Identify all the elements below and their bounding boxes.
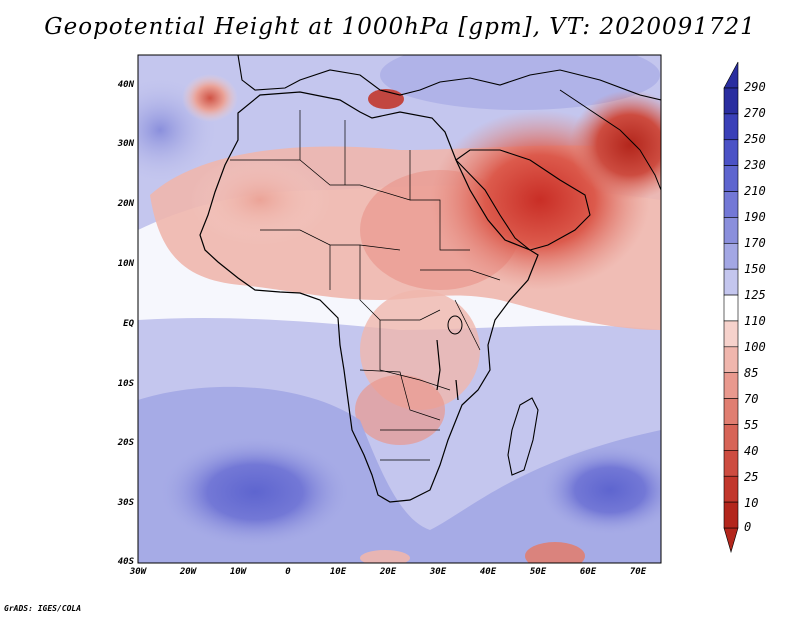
colorbar-label: 0 [744, 520, 752, 534]
y-tick-label: 40N [117, 80, 134, 90]
colorbar-label: 210 [744, 184, 766, 198]
y-tick-label: 20N [117, 199, 134, 209]
sahara-warm-core [190, 155, 330, 245]
southern-low-bottom-left [360, 550, 410, 563]
y-tick-label: 30N [117, 139, 134, 149]
colorbar-label: 270 [744, 106, 766, 120]
y-tick-label: 10S [117, 379, 134, 389]
x-tick-label: 70E [629, 567, 647, 577]
south-atlantic-high [160, 437, 350, 547]
colorbar-label: 25 [744, 470, 759, 484]
atlantic-low [182, 74, 238, 122]
colorbar-label: 170 [744, 236, 766, 250]
lake-victoria [447, 315, 463, 335]
colorbar-label: 110 [744, 314, 766, 328]
colorbar-label: 40 [744, 444, 759, 458]
country-borders [230, 110, 501, 461]
colorbar-swatch [723, 268, 739, 296]
north-blue-band [380, 55, 660, 110]
colorbar-label: 230 [744, 158, 766, 172]
y-tick-label: EQ [123, 319, 134, 329]
colorbar-swatch [723, 475, 739, 503]
colorbar-label: 85 [744, 366, 759, 380]
y-tick-label: 30S [117, 498, 134, 508]
map-plot-area [138, 55, 661, 563]
europe-coastline [237, 55, 661, 101]
x-tick-label: 40E [479, 567, 497, 577]
x-tick-label: 10W [229, 567, 247, 577]
colorbar-label: 190 [744, 210, 766, 224]
colorbar-swatch [723, 87, 739, 115]
colorbar-swatch [723, 113, 739, 141]
y-tick-label: 20S [117, 438, 134, 448]
colorbar-swatch [723, 294, 739, 322]
colorbar-swatch [723, 242, 739, 270]
x-tick-label: 0 [285, 567, 291, 577]
colorbar-label: 70 [744, 392, 759, 406]
colorbar-top-arrow [723, 61, 739, 89]
x-tick-label: 30E [429, 567, 447, 577]
colorbar-swatch [723, 424, 739, 451]
colorbar-label: 150 [744, 262, 766, 276]
colorbar-label: 100 [744, 340, 766, 354]
software-credit: GrADS: IGES/COLA [4, 604, 82, 613]
y-tick-label: 40S [117, 557, 134, 567]
colorbar-label: 55 [744, 418, 759, 432]
y-tick-label: 10N [117, 259, 134, 269]
colorbar-swatch [723, 450, 739, 477]
colorbar-swatch [723, 398, 739, 425]
map-title: Geopotential Height at 1000hPa [gpm], VT… [44, 14, 756, 40]
colorbar-swatch [723, 346, 739, 374]
colorbar-swatch [723, 217, 739, 244]
arabia-coastline [455, 149, 591, 251]
colorbar-swatch [723, 320, 739, 348]
x-tick-label: 30W [129, 567, 147, 577]
x-tick-label: 20W [179, 567, 197, 577]
africa-coastline [199, 91, 539, 503]
lake-tanganyika [436, 339, 441, 391]
colorbar-swatch [723, 139, 739, 166]
map-frame [137, 54, 662, 564]
pakistan-heat-low [570, 90, 661, 200]
southern-africa-warm [355, 375, 445, 445]
x-tick-label: 10E [329, 567, 347, 577]
colorbar-swatch [723, 372, 739, 399]
colorbar-swatch [723, 165, 739, 192]
colorbar [723, 61, 739, 554]
colorbar-label: 125 [744, 288, 766, 302]
x-tick-label: 60E [579, 567, 597, 577]
lake-malawi [455, 379, 459, 401]
x-tick-label: 50E [529, 567, 547, 577]
persian-gulf-coast [559, 89, 661, 191]
south-indian-high [540, 445, 661, 535]
colorbar-swatch [723, 501, 739, 529]
southern-low-bottom [525, 542, 585, 563]
colorbar-bottom-arrow [723, 527, 739, 554]
madagascar-coastline [507, 397, 539, 476]
colorbar-label: 250 [744, 132, 766, 146]
colorbar-label: 10 [744, 496, 759, 510]
colorbar-label: 290 [744, 80, 766, 94]
x-tick-label: 20E [379, 567, 397, 577]
colorbar-swatch [723, 191, 739, 218]
